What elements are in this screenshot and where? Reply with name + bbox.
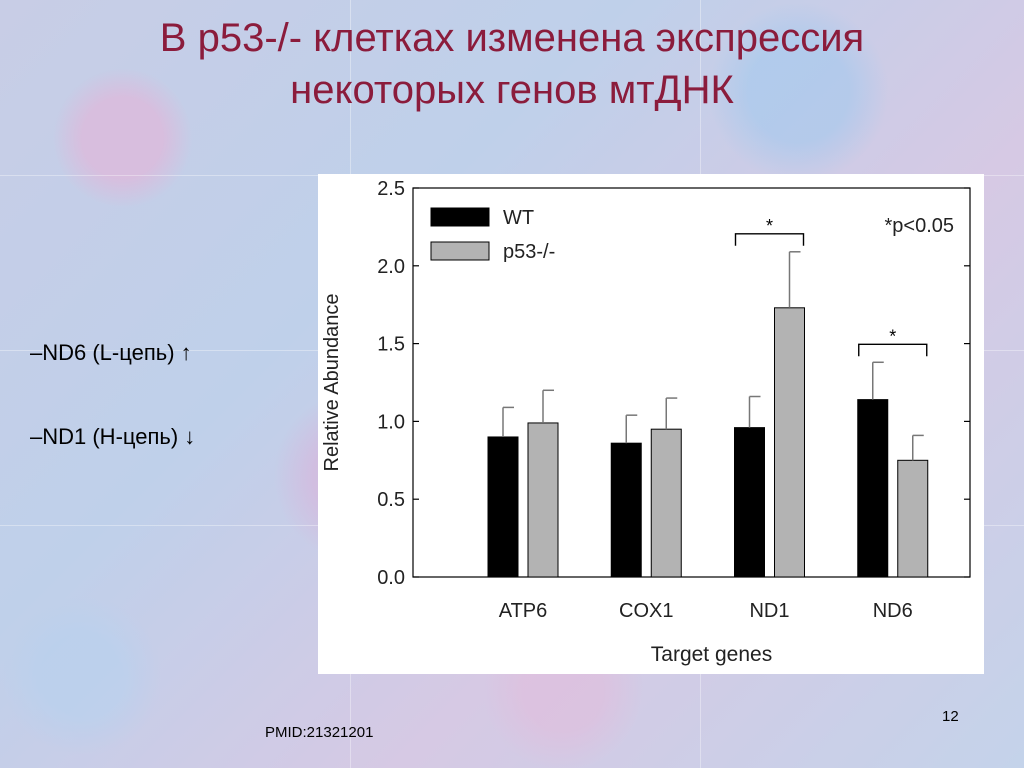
slide-title: В р53-/- клетках изменена экспрессия нек… [40, 12, 984, 116]
significance-bracket [858, 343, 928, 357]
p-value-annotation: *p<0.05 [884, 215, 954, 237]
bar-WT-ATP6 [487, 436, 519, 578]
slide-number: 12 [942, 708, 959, 725]
bar-p53-/--ND1 [774, 307, 805, 578]
bar-p53-/--ATP6 [527, 422, 559, 578]
bar-p53-/--ND6 [897, 459, 929, 578]
significance-star: * [766, 216, 773, 236]
significance-bracket [734, 233, 805, 246]
pmid-reference: PMID:21321201 [265, 724, 374, 741]
y-tick-label: 1.5 [377, 334, 405, 356]
y-tick-label: 0.5 [377, 489, 405, 511]
significance-star: * [889, 326, 896, 346]
bar-WT-ND1 [734, 427, 765, 578]
bar-chart: 0.0 0.5 1.0 1.5 2.0 2.5 Relative Abundance ATP6… [321, 178, 971, 666]
slide-title-line-2: некоторых генов мтДНК [290, 68, 734, 112]
x-tick-label: ND1 [749, 600, 789, 622]
x-axis-label: Target genes [651, 643, 772, 666]
y-tick-label: 0.0 [377, 567, 405, 589]
bar-WT-COX1 [610, 442, 642, 578]
y-axis-label: Relative Abundance [321, 294, 343, 472]
x-tick-label: ND6 [873, 600, 913, 622]
legend-label: WT [503, 207, 534, 229]
y-tick-label: 2.5 [377, 178, 405, 200]
bar-p53-/--COX1 [650, 428, 682, 578]
legend-label: p53-/- [503, 241, 555, 263]
legend-swatch-p53-/- [430, 241, 490, 261]
legend-swatch-WT [430, 207, 490, 227]
slide-title-line-1: В р53-/- клетках изменена экспрессия [159, 16, 865, 60]
y-tick-label: 2.0 [377, 256, 405, 278]
bar-chart-panel: 0.0 0.5 1.0 1.5 2.0 2.5 Relative Abundance ATP6… [318, 174, 984, 674]
plot-frame [412, 187, 971, 578]
x-tick-label: ATP6 [499, 600, 548, 622]
bullet-nd6: –ND6 (L-цепь) ↑ [30, 340, 192, 365]
x-tick-label: COX1 [619, 600, 673, 622]
y-tick-label: 1.0 [377, 411, 405, 433]
bar-WT-ND6 [857, 399, 889, 578]
bullet-nd1: –ND1 (H-цепь) ↓ [30, 424, 196, 449]
